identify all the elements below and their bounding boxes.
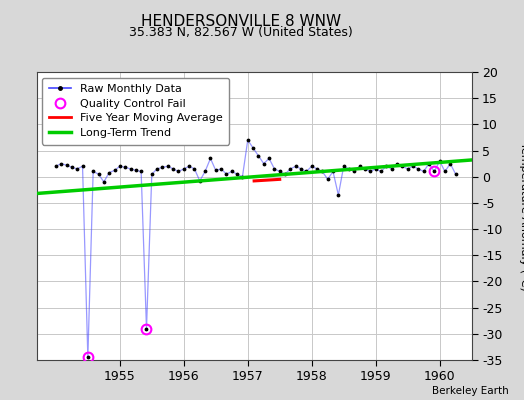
Raw Monthly Data — [85, 355, 91, 360]
Raw Monthly Data — [271, 166, 278, 171]
Quality Control Fail — [85, 355, 91, 360]
Raw Monthly Data — [196, 178, 203, 183]
Legend: Raw Monthly Data, Quality Control Fail, Five Year Moving Average, Long-Term Tren: Raw Monthly Data, Quality Control Fail, … — [42, 78, 230, 145]
Quality Control Fail — [144, 326, 150, 331]
Five Year Moving Average — [277, 177, 283, 182]
Text: 35.383 N, 82.567 W (United States): 35.383 N, 82.567 W (United States) — [129, 26, 353, 39]
Text: HENDERSONVILLE 8 WNW: HENDERSONVILLE 8 WNW — [141, 14, 341, 29]
Line: Five Year Moving Average: Five Year Moving Average — [254, 179, 280, 181]
Raw Monthly Data — [452, 172, 458, 176]
Five Year Moving Average — [251, 178, 257, 183]
Raw Monthly Data — [330, 169, 336, 174]
Raw Monthly Data — [383, 164, 389, 169]
Raw Monthly Data — [95, 172, 102, 176]
Line: Quality Control Fail: Quality Control Fail — [83, 167, 439, 362]
Y-axis label: Temperature Anomaly (°C): Temperature Anomaly (°C) — [519, 142, 524, 290]
Raw Monthly Data — [319, 169, 325, 174]
Raw Monthly Data — [53, 164, 59, 169]
Quality Control Fail — [431, 169, 438, 174]
Raw Monthly Data — [245, 138, 251, 142]
Line: Raw Monthly Data: Raw Monthly Data — [56, 140, 455, 357]
Text: Berkeley Earth: Berkeley Earth — [432, 386, 508, 396]
